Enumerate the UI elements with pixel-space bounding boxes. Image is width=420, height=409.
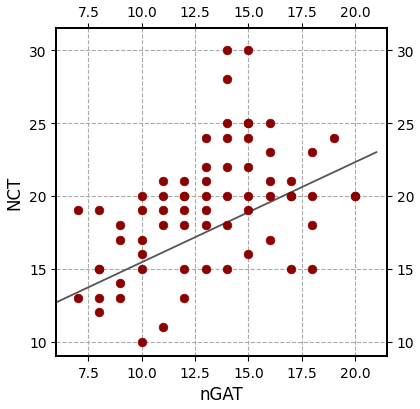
Point (309, 222, 316, 229)
Point (266, 237, 273, 243)
Point (309, 266, 316, 272)
Point (181, 222, 188, 229)
Point (266, 179, 273, 185)
Point (202, 179, 209, 185)
Point (139, 237, 145, 243)
Point (352, 193, 358, 200)
Point (224, 135, 231, 142)
Point (139, 193, 145, 200)
Point (181, 193, 188, 200)
Point (288, 266, 294, 272)
Point (139, 208, 145, 214)
Point (309, 193, 316, 200)
Point (139, 339, 145, 345)
Point (224, 164, 231, 171)
Point (309, 150, 316, 156)
X-axis label: nGAT: nGAT (200, 386, 244, 403)
Point (288, 179, 294, 185)
Point (160, 208, 166, 214)
Point (74, 295, 81, 301)
Point (96, 310, 102, 316)
Point (224, 48, 231, 54)
Point (245, 120, 252, 127)
Point (202, 135, 209, 142)
Point (181, 193, 188, 200)
Point (266, 150, 273, 156)
Point (224, 193, 231, 200)
Point (266, 193, 273, 200)
Point (202, 266, 209, 272)
Point (74, 208, 81, 214)
Point (117, 280, 124, 287)
Point (181, 266, 188, 272)
Point (202, 222, 209, 229)
Point (160, 222, 166, 229)
Point (160, 324, 166, 330)
Point (245, 164, 252, 171)
Point (181, 295, 188, 301)
Point (245, 251, 252, 258)
Point (117, 237, 124, 243)
Y-axis label: NCT: NCT (5, 176, 24, 210)
Point (245, 208, 252, 214)
Point (117, 295, 124, 301)
Point (117, 222, 124, 229)
Point (288, 193, 294, 200)
Point (96, 266, 102, 272)
Point (245, 48, 252, 54)
Point (160, 179, 166, 185)
Point (139, 251, 145, 258)
Point (352, 193, 358, 200)
Point (202, 208, 209, 214)
Point (181, 208, 188, 214)
Point (96, 266, 102, 272)
Point (181, 179, 188, 185)
Point (331, 135, 337, 142)
Point (160, 193, 166, 200)
Point (224, 77, 231, 83)
Point (266, 120, 273, 127)
Point (96, 208, 102, 214)
Point (224, 222, 231, 229)
Point (96, 295, 102, 301)
Point (245, 120, 252, 127)
Point (224, 120, 231, 127)
Point (202, 164, 209, 171)
Point (245, 135, 252, 142)
Point (224, 266, 231, 272)
Point (288, 193, 294, 200)
Point (202, 193, 209, 200)
Point (245, 193, 252, 200)
Point (139, 266, 145, 272)
